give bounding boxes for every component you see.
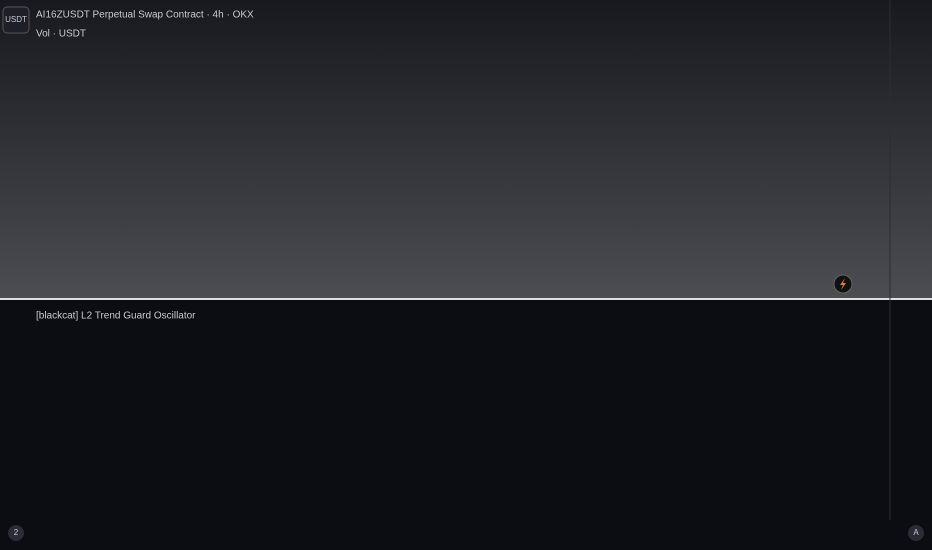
chart-title: AI16ZUSDT Perpetual Swap Contract · 4h ·… — [36, 10, 254, 21]
flash-glyph — [840, 278, 846, 290]
oscillator-pane — [0, 300, 932, 520]
symbol-button[interactable] — [2, 6, 30, 34]
indicator-title: [blackcat] L2 Trend Guard Oscillator — [36, 311, 196, 322]
left-button-text: 2 — [14, 528, 19, 537]
auto-scale-button-text: A — [913, 528, 919, 537]
left-button[interactable] — [8, 525, 24, 541]
time-axis — [0, 520, 932, 550]
price-pane — [0, 0, 932, 298]
volume-title: Vol · USDT — [36, 29, 86, 40]
auto-scale-button[interactable] — [908, 525, 924, 541]
symbol-button-text: USDT — [5, 15, 27, 24]
